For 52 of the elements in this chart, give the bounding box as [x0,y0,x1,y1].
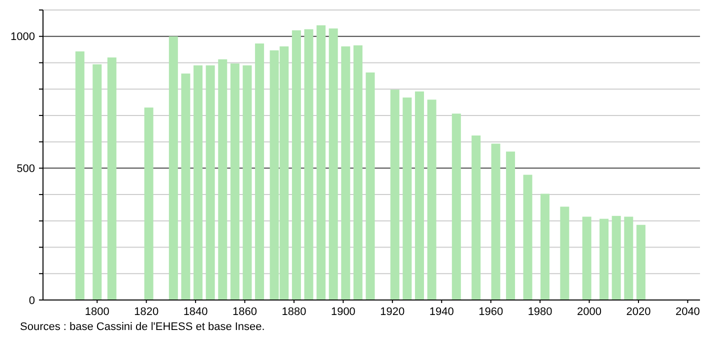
bar [168,36,178,300]
bar [194,65,203,300]
bar [582,216,592,300]
x-tick-label: 1880 [282,306,306,318]
bar [506,152,516,300]
bar [353,45,362,300]
bar [92,64,102,300]
y-tick-label: 1000 [10,31,35,44]
source-note: Sources : base Cassini de l'EHESS et base Insee. [20,321,265,333]
bar [144,108,154,300]
bar [414,91,424,300]
bar [75,51,84,300]
bar [230,64,240,300]
bar [636,224,646,300]
x-tick-label: 1940 [429,306,454,318]
bar [181,74,190,300]
x-tick-label: 1800 [84,306,110,318]
bar [491,144,500,300]
x-tick-label: 2000 [577,306,602,318]
bar [523,174,532,300]
bar [316,25,326,300]
y-tick-label: 500 [16,163,35,176]
bar [366,72,375,300]
bar [206,65,215,300]
x-tick-label: 2020 [626,306,651,318]
bar [452,114,461,300]
bar [218,59,228,300]
x-tick-label: 1960 [478,306,504,318]
bar [624,216,634,300]
y-tick-label: 0 [28,294,35,307]
bar [472,135,481,300]
bar [612,216,621,300]
x-tick-label: 1980 [528,306,552,318]
x-tick-label: 1920 [380,306,405,318]
x-tick-label: 1820 [134,306,159,318]
bar [390,90,400,300]
x-tick-label: 2040 [675,306,700,318]
bar [402,98,412,300]
bar [341,46,350,300]
bar [600,218,609,300]
x-tick-label: 1840 [183,306,208,318]
bar [540,194,550,300]
bar [304,29,314,300]
bar [427,100,436,300]
x-tick-label: 1860 [232,306,258,318]
x-tick-label: 1900 [330,306,356,318]
bar [107,57,116,300]
bar [328,28,338,300]
bar [292,30,301,300]
bar [242,65,252,300]
bar [255,43,264,300]
bar [560,206,570,300]
